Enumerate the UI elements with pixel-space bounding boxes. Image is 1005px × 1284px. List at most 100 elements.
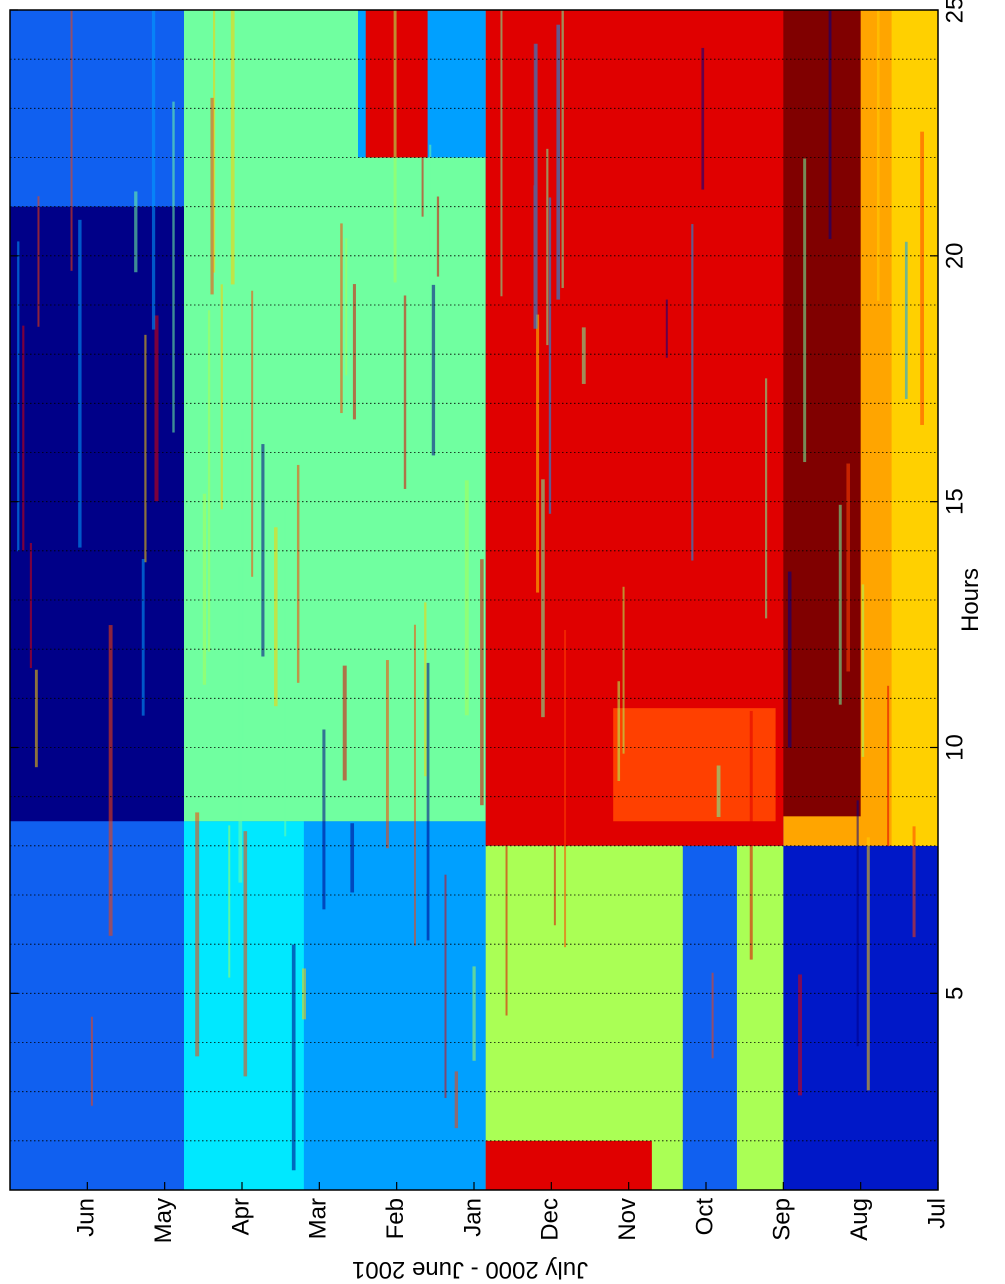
heatmap-cell [340, 223, 343, 414]
heatmap-cell [622, 586, 625, 754]
heatmap-cell [291, 944, 296, 1171]
heatmap-cell [803, 158, 807, 463]
heatmap-cell [737, 852, 740, 1062]
heatmap-cell [90, 1016, 93, 1106]
heatmap-cell [352, 284, 356, 420]
heatmap-cell [533, 43, 538, 329]
heatmap-cell [887, 685, 890, 847]
heatmap-region-8 [485, 845, 683, 1190]
heatmap-cell [154, 315, 159, 502]
heatmap-cell [787, 571, 792, 748]
heatmap-cell [454, 1071, 459, 1129]
heatmap-cell [144, 334, 147, 563]
heatmap-cell [480, 559, 484, 806]
heatmap-cell [393, 10, 397, 283]
y-tick-label: Jun [73, 1198, 100, 1237]
y-tick-label: Jul [923, 1198, 950, 1229]
x-axis-label: Hours [957, 568, 984, 632]
heatmap-cell [691, 224, 694, 561]
heatmap-cell [556, 24, 561, 300]
y-tick-label: Oct [691, 1198, 718, 1236]
heatmap-cell [904, 241, 908, 399]
heatmap-cell [296, 464, 300, 683]
heatmap-cell [350, 823, 355, 893]
heatmap-cell [838, 504, 842, 705]
heatmap-cell [711, 972, 714, 1059]
heatmap-cell [17, 241, 20, 552]
heatmap-cell [70, 10, 73, 271]
heatmap-cell [912, 826, 916, 938]
x-tick-label: 15 [941, 488, 968, 515]
y-tick-label: Mar [305, 1198, 332, 1239]
x-axis-ticks: 5 10 15 20 25 [10, 0, 968, 1000]
heatmap-cell [505, 714, 508, 1016]
heatmap-cell [22, 325, 25, 551]
heatmap-cell [429, 144, 432, 436]
heatmap-cell [920, 131, 924, 425]
y-tick-label: Jan [459, 1198, 486, 1237]
y-tick-label: Apr [227, 1198, 254, 1235]
heatmap-cell [846, 463, 850, 672]
heatmap-cell [322, 729, 326, 910]
x-tick-label: 25 [941, 0, 968, 23]
heatmap-cell [581, 327, 586, 384]
heatmap-cell [202, 493, 207, 685]
y-axis-label: July 2000 - June 2001 [352, 1256, 588, 1283]
heatmap-cell [151, 10, 156, 330]
heatmap-cell [876, 10, 880, 301]
heatmap-cell [213, 10, 216, 273]
heatmap-cell [228, 825, 231, 978]
heatmap-region-3 [779, 10, 861, 817]
heatmap-cell [37, 196, 40, 327]
heatmap-region-7 [613, 708, 776, 822]
x-tick-label: 20 [941, 242, 968, 269]
heatmap-cell [421, 143, 424, 217]
heatmap-cell [220, 284, 223, 510]
heatmap-cell [172, 101, 175, 433]
plot-area [9, 9, 939, 1191]
y-tick-label: Feb [382, 1198, 409, 1239]
heatmap-cell [828, 10, 832, 239]
heatmap-texture [17, 10, 924, 1171]
heatmap-cell [385, 660, 389, 849]
heatmap-cell [284, 499, 287, 837]
heatmap-cell [541, 479, 545, 718]
heatmap-cell [431, 284, 436, 456]
heatmap-cell [553, 774, 556, 926]
heatmap-cell [195, 812, 200, 1057]
x-tick-label: 10 [941, 734, 968, 761]
heatmap-cell [564, 629, 567, 948]
heatmap-cell [444, 874, 447, 1099]
heatmap-cell [617, 681, 621, 781]
x-tick-label: 5 [941, 987, 968, 1000]
heatmap-cell [765, 378, 768, 619]
heatmap-cell [861, 584, 865, 757]
y-tick-label: Sep [769, 1198, 796, 1241]
heatmap-region-14 [365, 10, 428, 158]
heatmap-cell [302, 968, 306, 1020]
heatmap-cell [472, 966, 476, 1061]
heatmap-cell [261, 444, 265, 657]
heatmap-cell [436, 196, 440, 277]
y-axis-ticks: Jul Aug Sep Oct Nov Dec Jan Feb Mar Apr May Jun [73, 1182, 950, 1243]
heatmap-cell [342, 665, 347, 781]
heatmap-cell [548, 197, 552, 514]
heatmap-cell [42, 482, 45, 678]
y-tick-label: May [150, 1198, 177, 1243]
heatmap-cell [716, 765, 721, 818]
heatmap-cell [426, 662, 430, 941]
heatmap-cell [464, 480, 469, 716]
heatmap-cell [413, 624, 416, 946]
heatmap-cell [134, 191, 138, 273]
heatmap-cell [665, 299, 668, 358]
heatmap-cell [243, 831, 248, 1077]
heatmap-cell [78, 219, 82, 548]
heatmap-cell [345, 238, 348, 376]
heatmap-cell [798, 974, 802, 1096]
y-tick-label: Aug [846, 1198, 873, 1241]
heatmap-region-9 [485, 1140, 652, 1190]
heatmap-region-2 [891, 10, 938, 846]
heatmap-cell [240, 428, 244, 741]
heatmap-region-5 [682, 845, 737, 1190]
